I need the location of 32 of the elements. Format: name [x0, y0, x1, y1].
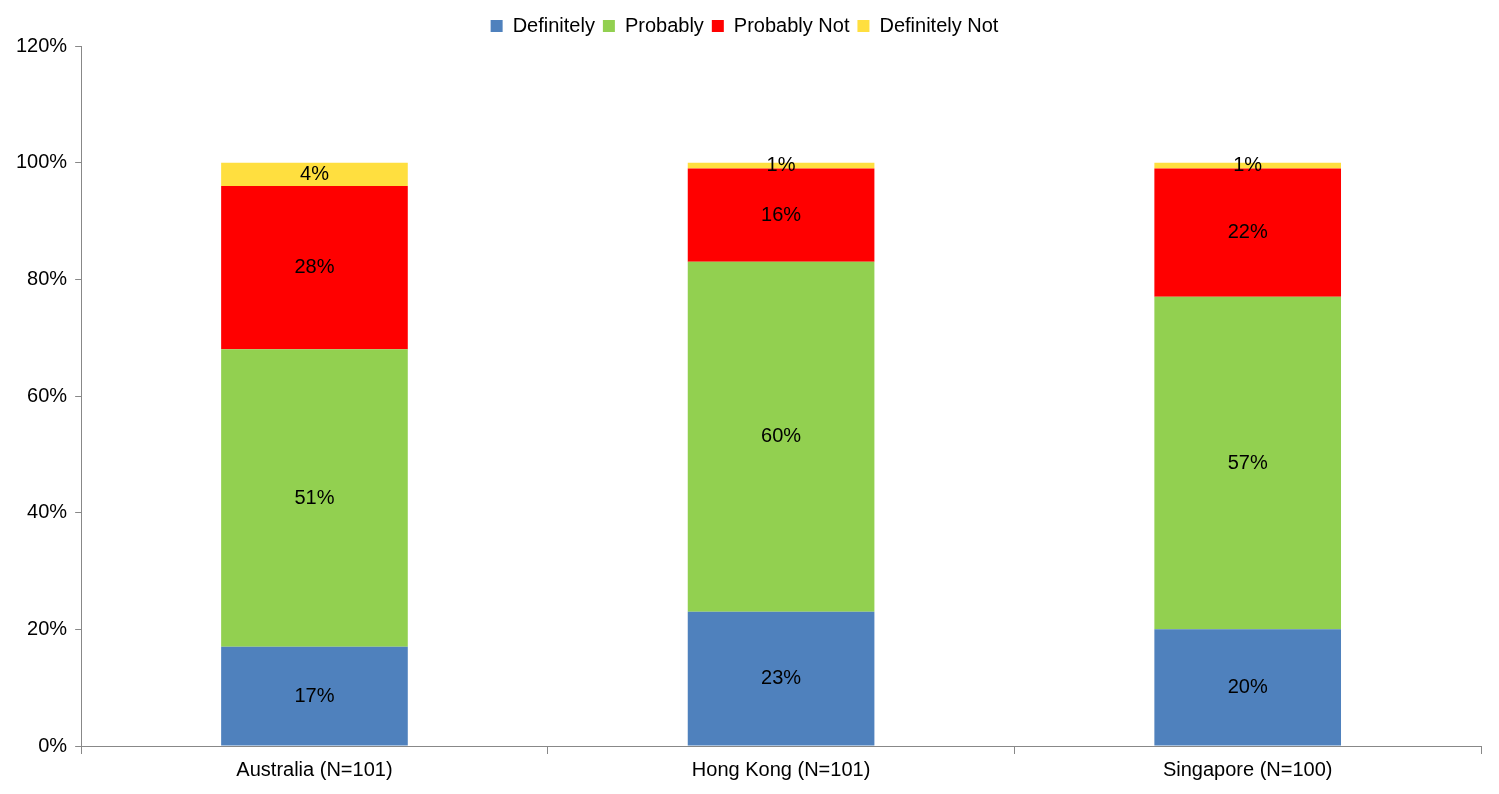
- data-label: 4%: [300, 161, 330, 184]
- y-tick-label: 80%: [27, 266, 68, 289]
- data-label: 60%: [761, 424, 802, 447]
- bar: [687, 611, 875, 746]
- y-tick-label: 40%: [27, 500, 68, 523]
- x-tick-label: Singapore (N=100): [1162, 757, 1333, 780]
- bar: [1154, 296, 1342, 630]
- y-tick-label: 20%: [27, 616, 68, 639]
- data-label: 20%: [1227, 674, 1268, 697]
- data-label: 51%: [294, 485, 335, 508]
- bar: [687, 261, 875, 612]
- data-label: 22%: [1227, 220, 1268, 243]
- legend-label: Definitely: [512, 13, 595, 36]
- x-tick-label: Australia (N=101): [236, 757, 393, 780]
- bar: [221, 646, 408, 746]
- bar: [221, 162, 408, 186]
- data-label: 17%: [294, 683, 335, 706]
- bar: [221, 186, 408, 350]
- y-tick-label: 60%: [27, 383, 68, 406]
- legend-label: Probably Not: [733, 13, 850, 36]
- data-label: 28%: [294, 255, 335, 278]
- bar: [1154, 629, 1342, 746]
- x-tick-label: Hong Kong (N=101): [691, 757, 871, 780]
- bar: [221, 349, 408, 647]
- y-tick-label: 0%: [38, 733, 68, 756]
- data-label: 23%: [761, 666, 802, 689]
- y-tick-label: 100%: [16, 150, 68, 173]
- data-label: 57%: [1227, 450, 1268, 473]
- legend-label: Definitely Not: [879, 13, 999, 36]
- y-tick-label: 120%: [16, 33, 68, 56]
- legend-label: Probably: [624, 13, 704, 36]
- data-label: 16%: [761, 202, 802, 225]
